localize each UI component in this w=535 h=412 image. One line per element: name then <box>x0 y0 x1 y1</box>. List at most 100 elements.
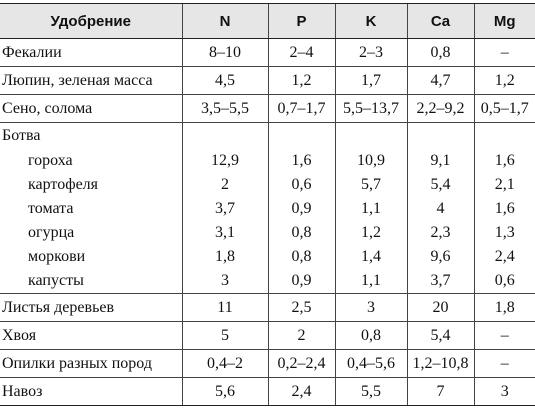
value-mg: 1,3 <box>473 221 535 245</box>
value-n: 1,8 <box>181 245 268 269</box>
table-row: Сено, солома 3,5–5,5 0,7–1,7 5,5–13,7 2,… <box>0 94 535 123</box>
value-n: 12,9 <box>181 149 268 173</box>
value-k: 3 <box>334 293 407 322</box>
value-k: 0,8 <box>334 321 407 350</box>
fertilizer-name: Листья деревьев <box>0 293 182 322</box>
value-mg <box>473 122 535 149</box>
fertilizer-nutrient-table: Удобрение N P K Ca Mg Фекалии 8–10 2–4 2… <box>0 3 535 406</box>
value-p: 0,6 <box>267 173 335 197</box>
header-magnesium: Mg <box>473 3 535 39</box>
value-n: 2 <box>181 173 268 197</box>
value-ca: 5,4 <box>406 173 474 197</box>
fertilizer-name: капусты <box>28 272 84 289</box>
value-ca: 4 <box>406 197 474 221</box>
value-ca <box>406 122 474 149</box>
value-ca: 3,7 <box>406 269 474 294</box>
value-mg: 1,6 <box>473 149 535 173</box>
value-ca: 0,8 <box>406 38 474 67</box>
table-row: Навоз 5,6 2,4 5,5 7 3 <box>0 377 535 406</box>
value-k: 5,5 <box>334 377 407 406</box>
fertilizer-name: огурца <box>28 224 75 241</box>
value-n <box>181 122 268 149</box>
value-p: 2–4 <box>267 38 335 67</box>
fertilizer-group-name: Ботва <box>0 122 182 149</box>
value-ca: 5,4 <box>406 321 474 350</box>
value-p: 2,5 <box>267 293 335 322</box>
value-p: 1,2 <box>267 66 335 95</box>
value-k: 0,4–5,6 <box>334 349 407 378</box>
value-mg: 1,6 <box>473 197 535 221</box>
header-calcium: Ca <box>406 3 474 39</box>
value-n: 5 <box>181 321 268 350</box>
table-row: Листья деревьев 11 2,5 3 20 1,8 <box>0 293 535 322</box>
fertilizer-name: картофеля <box>28 176 99 193</box>
value-p: 0,8 <box>267 221 335 245</box>
table-row: Фекалии 8–10 2–4 2–3 0,8 – <box>0 38 535 67</box>
value-k: 5,5–13,7 <box>334 94 407 123</box>
table-row: Люпин, зеленая масса 4,5 1,2 1,7 4,7 1,2 <box>0 66 535 95</box>
value-ca: 4,7 <box>406 66 474 95</box>
value-k: 2–3 <box>334 38 407 67</box>
fertilizer-name: Люпин, зеленая масса <box>0 66 182 95</box>
fertilizer-name: гороха <box>28 152 73 169</box>
value-p: 0,7–1,7 <box>267 94 335 123</box>
value-p: 0,9 <box>267 197 335 221</box>
value-p: 0,9 <box>267 269 335 294</box>
value-k: 1,4 <box>334 245 407 269</box>
value-ca: 9,1 <box>406 149 474 173</box>
fertilizer-name: томата <box>28 200 74 217</box>
table-row-group-heading: Ботва <box>0 122 535 149</box>
value-ca: 9,6 <box>406 245 474 269</box>
value-n: 8–10 <box>181 38 268 67</box>
value-n: 5,6 <box>181 377 268 406</box>
value-k: 10,9 <box>334 149 407 173</box>
value-p: 2,4 <box>267 377 335 406</box>
value-k: 5,7 <box>334 173 407 197</box>
value-p: 2 <box>267 321 335 350</box>
table-row: Опилки разных пород 0,4–2 0,2–2,4 0,4–5,… <box>0 349 535 378</box>
table-row: моркови 1,8 0,8 1,4 9,6 2,4 <box>0 245 535 269</box>
value-p <box>267 122 335 149</box>
fertilizer-name: Сено, солома <box>0 94 182 123</box>
table-header: Удобрение N P K Ca Mg <box>0 3 535 39</box>
value-mg: 1,2 <box>473 66 535 95</box>
value-n: 11 <box>181 293 268 322</box>
fertilizer-name: Навоз <box>0 377 182 406</box>
value-mg: 0,5–1,7 <box>473 94 535 123</box>
fertilizer-name: Хвоя <box>0 321 182 350</box>
value-mg: – <box>473 349 535 378</box>
value-ca: 1,2–10,8 <box>406 349 474 378</box>
value-ca: 2,2–9,2 <box>406 94 474 123</box>
table-row: картофеля 2 0,6 5,7 5,4 2,1 <box>0 173 535 197</box>
value-n: 4,5 <box>181 66 268 95</box>
value-mg: 1,8 <box>473 293 535 322</box>
value-n: 3 <box>181 269 268 294</box>
value-k <box>334 122 407 149</box>
table-row: огурца 3,1 0,8 1,2 2,3 1,3 <box>0 221 535 245</box>
value-k: 1,7 <box>334 66 407 95</box>
value-mg: 2,1 <box>473 173 535 197</box>
value-n: 0,4–2 <box>181 349 268 378</box>
header-nitrogen: N <box>181 3 268 39</box>
value-mg: 0,6 <box>473 269 535 294</box>
value-mg: – <box>473 321 535 350</box>
table-row: гороха 12,9 1,6 10,9 9,1 1,6 <box>0 149 535 173</box>
value-p: 0,2–2,4 <box>267 349 335 378</box>
fertilizer-name: Опилки разных пород <box>0 349 182 378</box>
table-body: Фекалии 8–10 2–4 2–3 0,8 – Люпин, зелена… <box>0 38 535 406</box>
value-k: 1,1 <box>334 197 407 221</box>
value-n: 3,5–5,5 <box>181 94 268 123</box>
value-k: 1,1 <box>334 269 407 294</box>
value-mg: 2,4 <box>473 245 535 269</box>
table-row: Хвоя 5 2 0,8 5,4 – <box>0 321 535 350</box>
value-p: 1,6 <box>267 149 335 173</box>
fertilizer-name: Фекалии <box>2 43 62 61</box>
value-ca: 20 <box>406 293 474 322</box>
value-mg: 3 <box>473 377 535 406</box>
header-potassium: K <box>334 3 407 39</box>
table-row: капусты 3 0,9 1,1 3,7 0,6 <box>0 269 535 294</box>
value-mg: – <box>473 38 535 67</box>
fertilizer-name: моркови <box>28 248 86 265</box>
header-row: Удобрение N P K Ca Mg <box>0 3 535 39</box>
value-p: 0,8 <box>267 245 335 269</box>
